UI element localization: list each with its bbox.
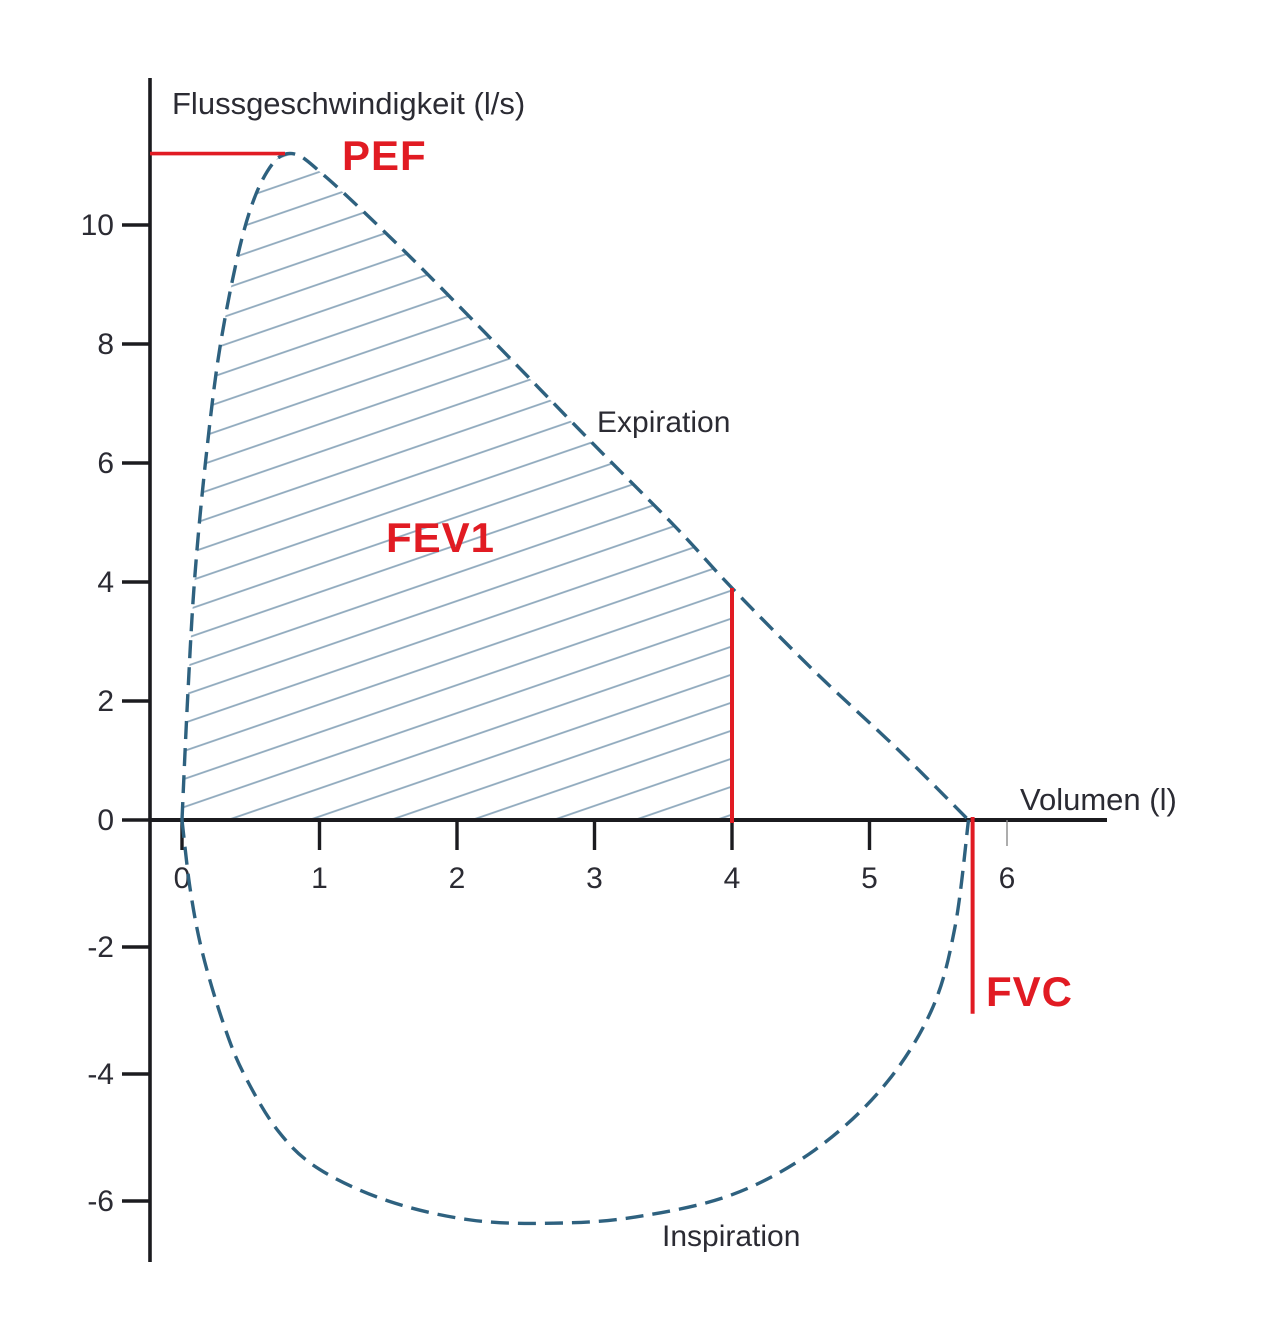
y-tick-label: 10	[81, 209, 114, 242]
y-tick-label: -2	[87, 931, 114, 964]
x-tick-label: 1	[311, 862, 328, 895]
x-tick-label: 6	[999, 862, 1016, 895]
y-tick-label: 8	[97, 328, 114, 361]
x-axis-title: Volumen (l)	[1020, 782, 1177, 817]
y-tick-label: 2	[97, 685, 114, 718]
y-tick-label: 6	[97, 447, 114, 480]
x-tick-label: 4	[724, 862, 741, 895]
x-tick-label: 3	[586, 862, 603, 895]
x-tick-label: 2	[449, 862, 466, 895]
x-tick-label: 0	[174, 862, 191, 895]
y-tick-label: -4	[87, 1058, 114, 1091]
inspiration-label: Inspiration	[662, 1220, 801, 1253]
fev1-hatched-area	[182, 153, 732, 821]
y-tick-label: 0	[97, 804, 114, 837]
y-tick-label: 4	[97, 566, 114, 599]
x-tick-label: 5	[861, 862, 878, 895]
y-tick-label: -6	[87, 1185, 114, 1218]
fev1-label: FEV1	[386, 514, 496, 561]
inspiration-curve	[180, 819, 971, 1226]
pef-label: PEF	[342, 132, 427, 179]
y-axis-title: Flussgeschwindigkeit (l/s)	[172, 86, 526, 121]
expiration-curve	[180, 151, 970, 822]
expiration-label: Expiration	[597, 406, 731, 439]
fvc-label: FVC	[986, 968, 1073, 1015]
